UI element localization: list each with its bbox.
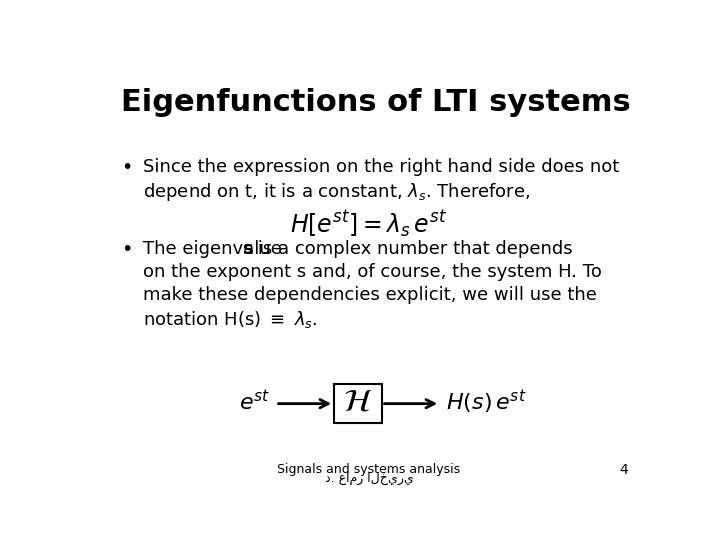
Text: 4: 4 <box>620 463 629 477</box>
Text: is a complex number that depends: is a complex number that depends <box>252 240 572 258</box>
Text: Signals and systems analysis: Signals and systems analysis <box>277 463 461 476</box>
Text: notation H(s) $\equiv$ $\lambda_s$.: notation H(s) $\equiv$ $\lambda_s$. <box>143 309 318 330</box>
Text: $H(s)\,e^{st}$: $H(s)\,e^{st}$ <box>446 388 526 416</box>
Text: Eigenfunctions of LTI systems: Eigenfunctions of LTI systems <box>121 87 631 117</box>
Bar <box>334 384 382 423</box>
Text: s: s <box>243 240 253 258</box>
Text: $\mathcal{H}$: $\mathcal{H}$ <box>343 387 372 417</box>
Text: •: • <box>121 158 132 177</box>
Text: The eigenvalue: The eigenvalue <box>143 240 287 258</box>
Text: د. عامر الخيري: د. عامر الخيري <box>325 471 413 484</box>
Text: depend on t, it is a constant, $\lambda_s$. Therefore,: depend on t, it is a constant, $\lambda_… <box>143 181 531 203</box>
Text: make these dependencies explicit, we will use the: make these dependencies explicit, we wil… <box>143 286 597 304</box>
Text: $e^{st}$: $e^{st}$ <box>238 389 270 415</box>
Text: Since the expression on the right hand side does not: Since the expression on the right hand s… <box>143 158 619 177</box>
Text: on the exponent s and, of course, the system H. To: on the exponent s and, of course, the sy… <box>143 263 602 281</box>
Text: •: • <box>121 240 132 259</box>
Text: $H[e^{st}] = \lambda_s\, e^{st}$: $H[e^{st}] = \lambda_s\, e^{st}$ <box>290 208 448 239</box>
